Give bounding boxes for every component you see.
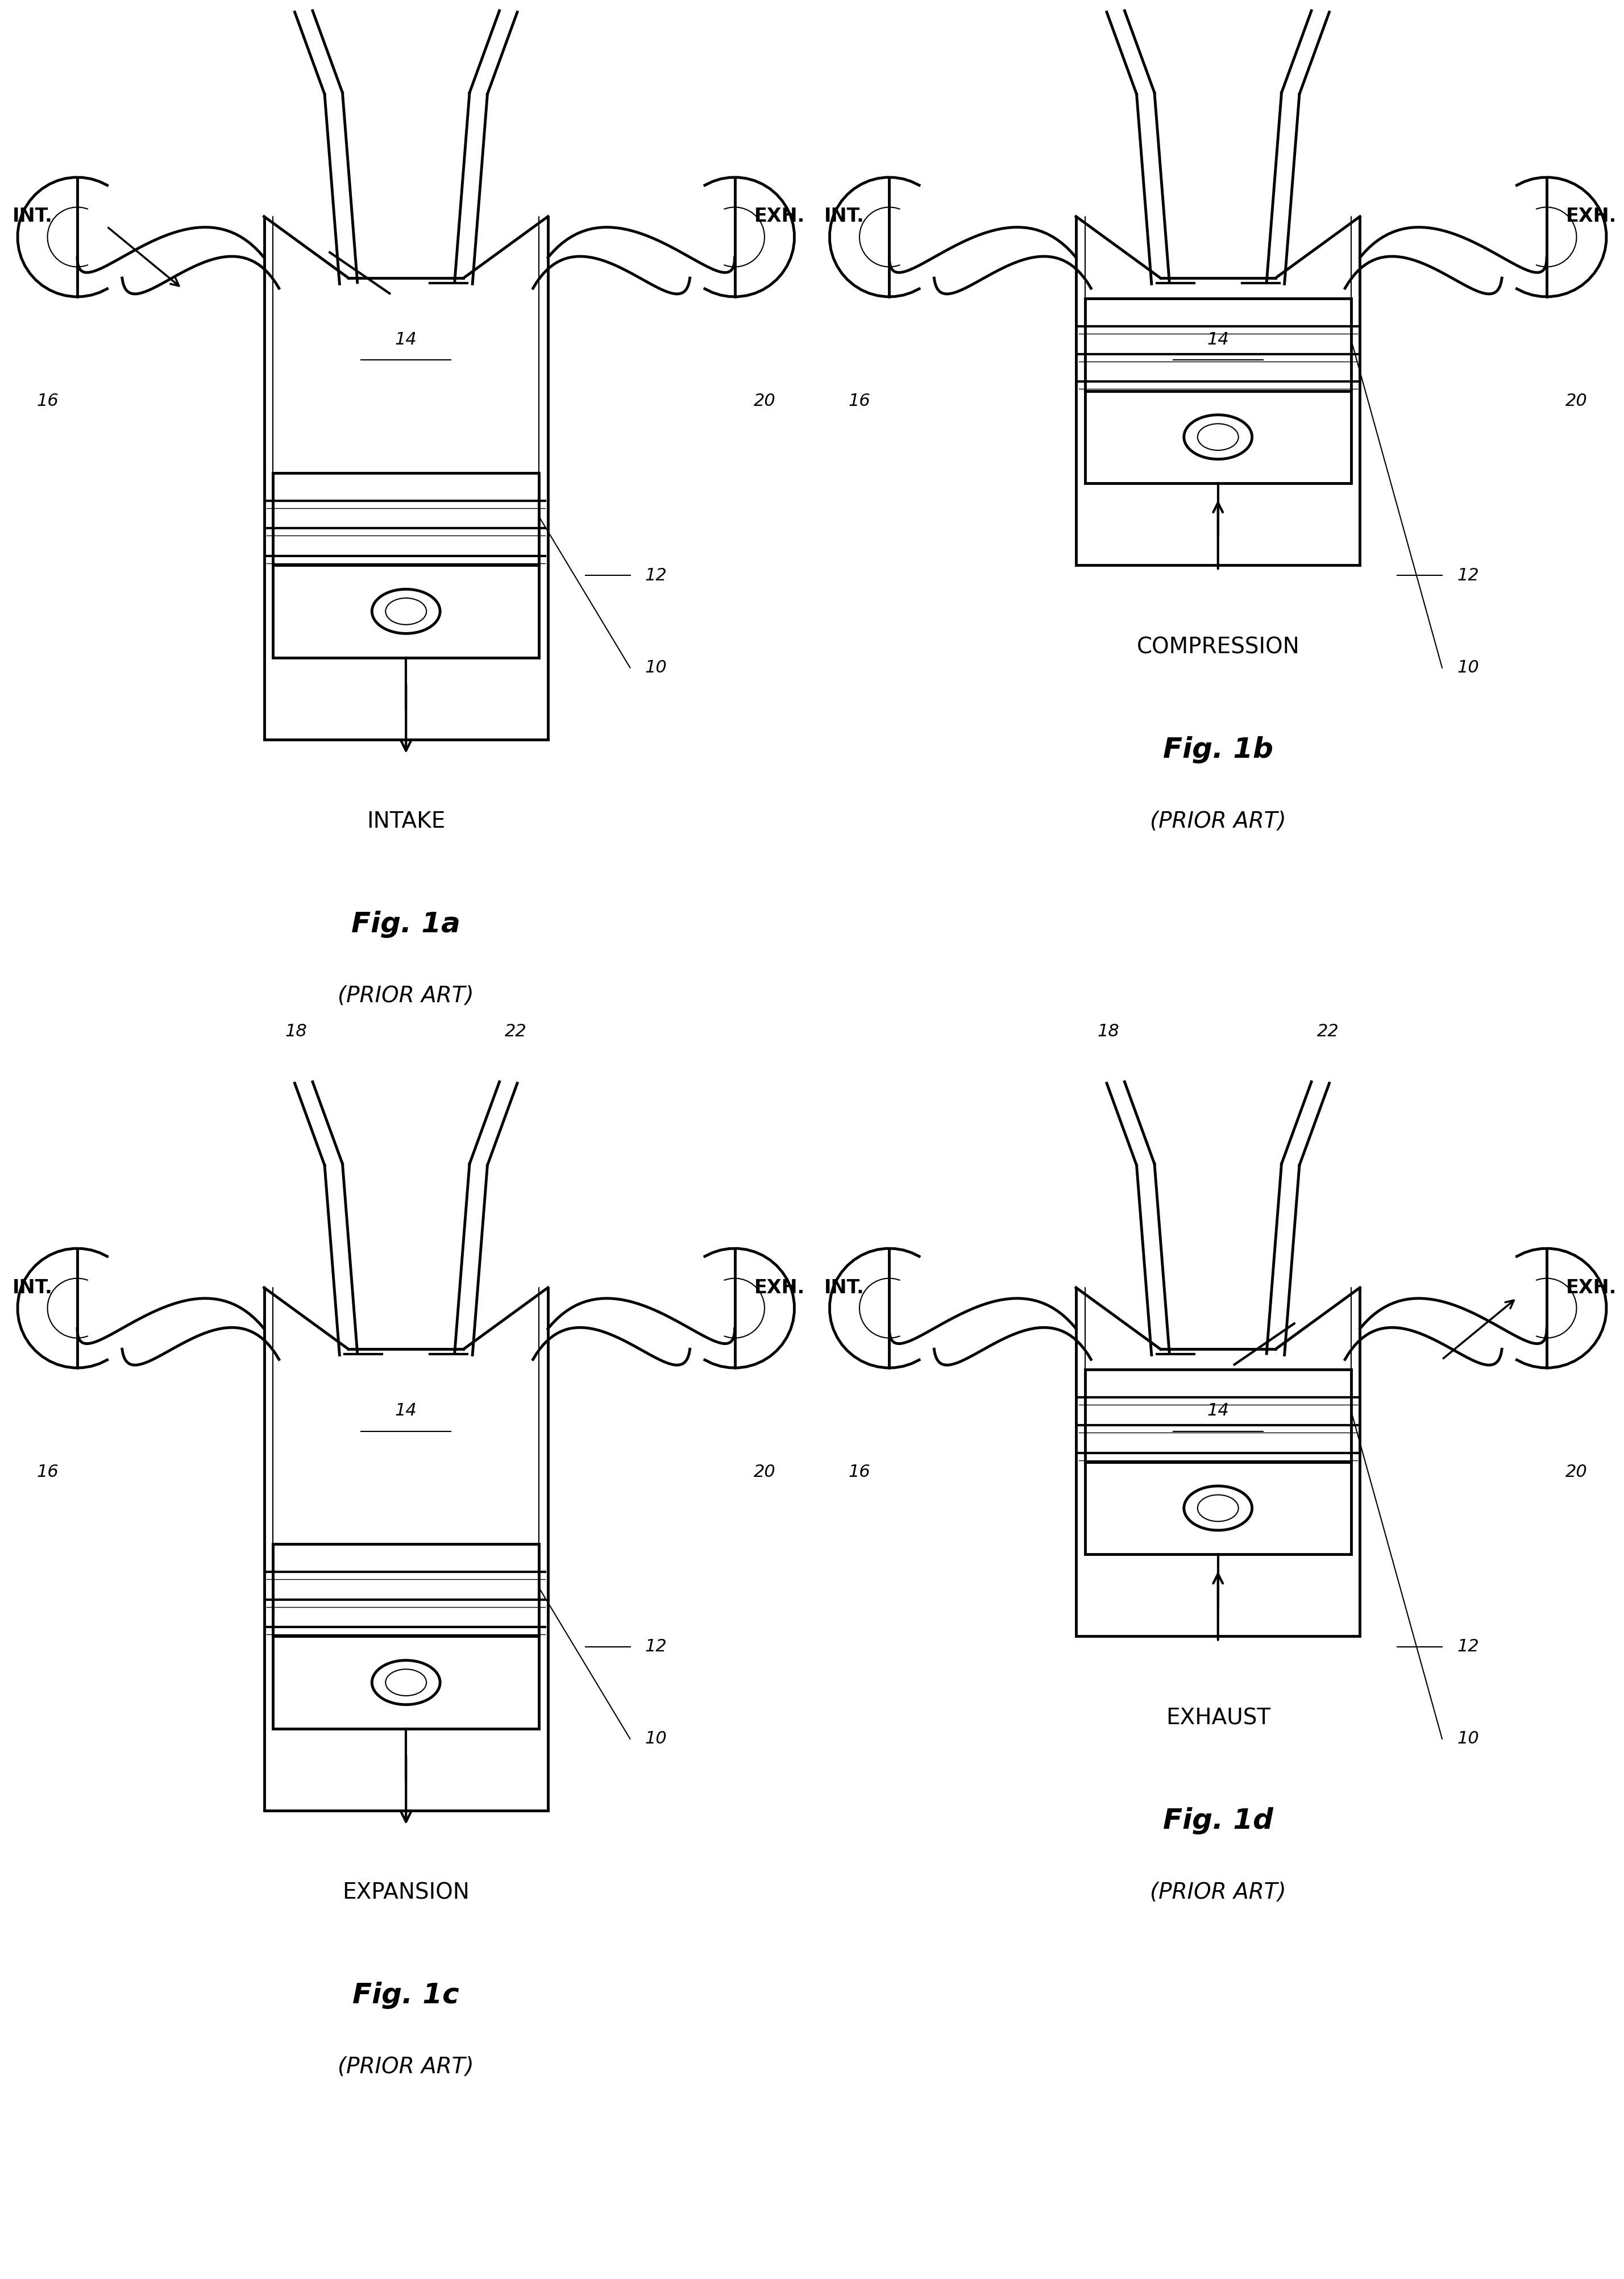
Text: 22: 22 bbox=[505, 1023, 526, 1039]
Text: 14: 14 bbox=[1207, 1402, 1229, 1420]
Text: Fig. 1d: Fig. 1d bbox=[1163, 1807, 1273, 1835]
Text: 16: 16 bbox=[848, 392, 870, 410]
Text: 20: 20 bbox=[754, 392, 776, 410]
Bar bbox=[1085, 1463, 1351, 1554]
Text: EXPANSION: EXPANSION bbox=[343, 1882, 469, 1903]
Text: 20: 20 bbox=[754, 1463, 776, 1481]
Text: 20: 20 bbox=[1566, 392, 1588, 410]
Bar bbox=[1085, 299, 1351, 392]
Text: 12: 12 bbox=[1457, 1639, 1479, 1655]
Text: Fig. 1b: Fig. 1b bbox=[1163, 736, 1273, 763]
Bar bbox=[273, 1545, 539, 1636]
Text: EXH.: EXH. bbox=[1566, 1279, 1618, 1297]
Bar bbox=[273, 1636, 539, 1727]
Text: 16: 16 bbox=[36, 1463, 58, 1481]
Text: 14: 14 bbox=[395, 330, 417, 349]
Text: EXH.: EXH. bbox=[1566, 207, 1618, 226]
Text: 18: 18 bbox=[1098, 1023, 1119, 1039]
Text: COMPRESSION: COMPRESSION bbox=[1137, 636, 1299, 659]
Text: (PRIOR ART): (PRIOR ART) bbox=[338, 2056, 474, 2078]
Bar bbox=[273, 474, 539, 565]
Text: EXHAUST: EXHAUST bbox=[1166, 1707, 1270, 1730]
Text: 16: 16 bbox=[36, 392, 58, 410]
Text: 12: 12 bbox=[645, 567, 667, 583]
Text: Fig. 1a: Fig. 1a bbox=[351, 912, 461, 937]
Text: INTAKE: INTAKE bbox=[367, 811, 445, 832]
Bar bbox=[273, 565, 539, 659]
Text: 10: 10 bbox=[1457, 1730, 1479, 1748]
Text: EXH.: EXH. bbox=[754, 1279, 806, 1297]
Text: (PRIOR ART): (PRIOR ART) bbox=[1150, 1882, 1286, 1903]
Text: INT.: INT. bbox=[13, 207, 52, 226]
Text: INT.: INT. bbox=[13, 1279, 52, 1297]
Text: 16: 16 bbox=[848, 1463, 870, 1481]
Bar bbox=[1085, 1370, 1351, 1463]
Text: 14: 14 bbox=[395, 1402, 417, 1420]
Text: 22: 22 bbox=[1317, 1023, 1338, 1039]
Text: (PRIOR ART): (PRIOR ART) bbox=[1150, 811, 1286, 832]
Text: 10: 10 bbox=[645, 659, 667, 677]
Text: INT.: INT. bbox=[825, 207, 864, 226]
Text: 10: 10 bbox=[1457, 659, 1479, 677]
Text: 12: 12 bbox=[1457, 567, 1479, 583]
Text: EXH.: EXH. bbox=[754, 207, 806, 226]
Text: INT.: INT. bbox=[825, 1279, 864, 1297]
Text: 20: 20 bbox=[1566, 1463, 1588, 1481]
Text: Fig. 1c: Fig. 1c bbox=[352, 1983, 460, 2008]
Text: 10: 10 bbox=[645, 1730, 667, 1748]
Text: 18: 18 bbox=[286, 1023, 307, 1039]
Text: (PRIOR ART): (PRIOR ART) bbox=[338, 985, 474, 1007]
Text: 14: 14 bbox=[1207, 330, 1229, 349]
Text: 12: 12 bbox=[645, 1639, 667, 1655]
Bar bbox=[1085, 392, 1351, 483]
